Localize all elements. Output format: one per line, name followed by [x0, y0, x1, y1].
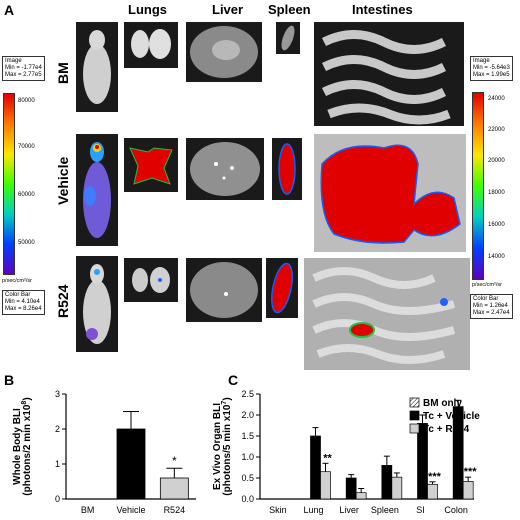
legend-swatch [409, 423, 420, 434]
r524-whole-body-image [76, 256, 118, 352]
y-axis-label-units: (photons/2 min x108) [21, 397, 33, 495]
right-image-range-box: Image Min = -5.64e3 Max = 1.99e5 [470, 56, 513, 81]
left-colorbar-tick: 60000 [18, 192, 35, 198]
row-label-r524: R524 [55, 284, 71, 318]
bar [452, 406, 464, 500]
bar [310, 435, 321, 500]
x-tick-label: SI [416, 505, 425, 515]
x-tick-label: Vehicle [116, 505, 145, 515]
x-tick-label: R524 [164, 505, 186, 515]
x-tick-label: Skin [269, 505, 287, 515]
x-tick-label: Liver [339, 505, 359, 515]
bm-liver-image [186, 22, 262, 82]
significance-marker: * [172, 454, 177, 468]
r524-spleen-image [266, 258, 298, 318]
y-tick-label: 2.5 [241, 389, 254, 399]
left-colorbar-unit: p/sec/cm²/sr [2, 278, 32, 284]
bar [345, 477, 357, 500]
legend-label: Tc + Vehicle [423, 411, 480, 422]
ex-vivo-organ-bli-chart: Ex Vivo Organ BLI (photons/5 min x107) 0.0… [212, 389, 480, 515]
row-label-vehicle: Vehicle [55, 156, 71, 205]
right-colorbar-range-box: Color Bar Min = 1.26e4 Max = 2.47e4 [470, 294, 513, 319]
bar [381, 465, 393, 500]
vehicle-liver-image [186, 138, 264, 200]
y-tick-label: 3 [55, 389, 60, 399]
right-colorbar-tick: 16000 [488, 222, 505, 228]
vehicle-spleen-image [272, 138, 302, 200]
y-tick-label: 2.0 [241, 410, 254, 420]
bar [462, 481, 474, 500]
bar [159, 477, 189, 500]
x-tick-label: Lung [303, 505, 323, 515]
y-tick-label: 1.5 [241, 431, 254, 441]
y-tick-label: 0.5 [241, 473, 254, 483]
y-tick-label: 1 [55, 459, 60, 469]
panel-b-letter: B [4, 372, 15, 388]
right-colorbar-tick: 18000 [488, 190, 505, 196]
column-header-spleen: Spleen [268, 2, 311, 17]
x-tick-label: Colon [444, 505, 468, 515]
r524-lungs-image [124, 258, 178, 302]
bm-spleen-image [276, 22, 300, 54]
bar [320, 471, 331, 500]
column-header-lungs: Lungs [128, 2, 167, 17]
column-header-liver: Liver [212, 2, 244, 17]
x-tick-label: BM [81, 505, 95, 515]
row-label-bm: BM [55, 62, 71, 84]
right-colorbar-tick: 24000 [488, 96, 505, 102]
bar [116, 428, 146, 500]
bar [391, 476, 403, 500]
x-tick-label: Spleen [371, 505, 399, 515]
panel-a-letter: A [4, 2, 15, 18]
r524-liver-image [186, 258, 262, 322]
right-colorbar-tick: 14000 [488, 254, 505, 260]
left-colorbar-tick: 70000 [18, 144, 35, 150]
legend-swatch [409, 410, 420, 421]
right-colorbar-tick: 22000 [488, 127, 505, 133]
right-colorbar-unit: p/sec/cm²/sr [472, 282, 502, 288]
y-tick-label: 2 [55, 424, 60, 434]
vehicle-intestines-image [314, 134, 466, 252]
vehicle-lungs-image [124, 138, 178, 192]
column-header-intestines: Intestines [352, 2, 413, 17]
right-colorbar [472, 92, 484, 280]
y-axis-label-units: (photons/5 min x107) [221, 397, 233, 495]
y-tick-label: 0.0 [241, 494, 254, 504]
r524-intestines-image [304, 258, 470, 370]
left-colorbar [3, 93, 15, 275]
left-colorbar-tick: 50000 [18, 240, 35, 246]
bm-lungs-image [124, 22, 178, 68]
significance-marker: *** [428, 471, 442, 483]
left-image-range-box: Image Min = -1.77e4 Max = 2.77e5 [2, 56, 45, 81]
significance-marker: *** [464, 466, 478, 478]
whole-body-bli-chart: Whole Body BLI (photons/2 min x108) 0 1 2 3 BM… [12, 389, 196, 515]
bar [427, 483, 438, 500]
vehicle-whole-body-image [76, 134, 118, 246]
left-colorbar-tick: 80000 [18, 98, 35, 104]
left-colorbar-range-box: Color Bar Min = 4.10e4 Max = 8.26e4 [2, 290, 45, 315]
bm-whole-body-image [76, 22, 118, 112]
significance-marker: ** [323, 452, 332, 464]
y-tick-label: 0 [55, 494, 60, 504]
right-colorbar-tick: 20000 [488, 158, 505, 164]
bar [355, 492, 367, 500]
legend-label: Tc + R524 [423, 424, 470, 435]
legend-label: BM only [423, 398, 462, 409]
y-axis-label: Whole Body BLI [12, 408, 23, 485]
legend-swatch [409, 397, 420, 408]
panel-c-letter: C [228, 372, 239, 388]
bm-intestines-image [314, 22, 464, 126]
y-axis-label: Ex Vivo Organ BLI [212, 403, 223, 490]
y-tick-label: 1.0 [241, 452, 254, 462]
